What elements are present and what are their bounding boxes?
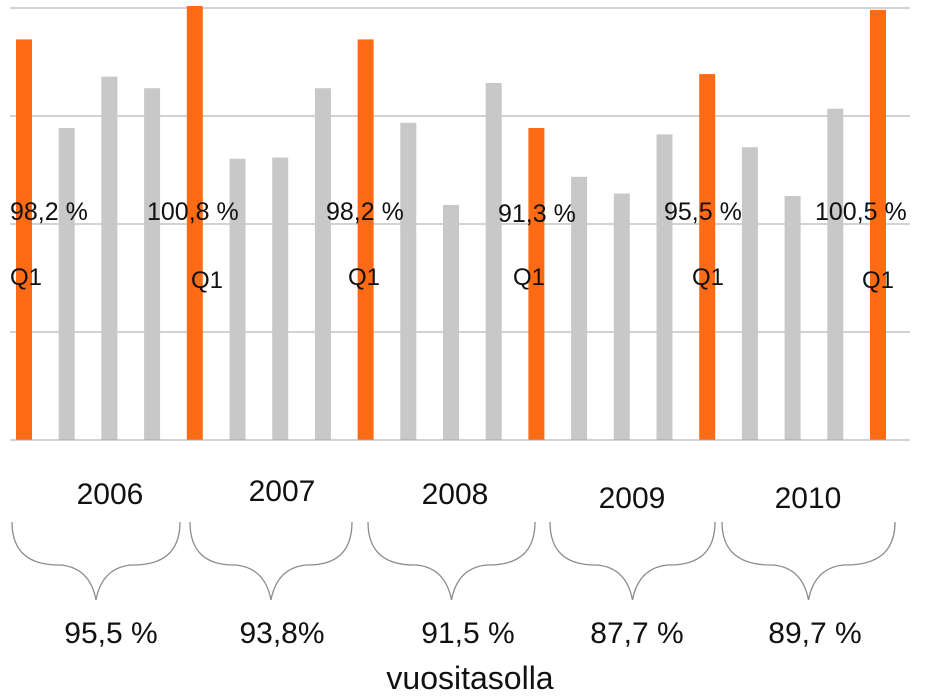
annual-value-2009: 87,7 % — [590, 617, 684, 650]
year-label-2006: 2006 — [76, 478, 144, 511]
q1-value-label-2008: 98,2 % — [326, 198, 404, 226]
year-label-2007: 2007 — [248, 475, 316, 508]
brace-2008 — [367, 521, 536, 601]
bar-2009-Q4 — [656, 134, 673, 440]
brace-2009 — [549, 521, 716, 601]
bar-2006-Q3 — [101, 76, 118, 440]
q1-label-2009: Q1 — [513, 264, 546, 291]
x-axis-label: vuositasolla — [386, 660, 554, 696]
bar-2006-Q1 — [16, 39, 32, 441]
q1-value-label-2006: 98,2 % — [10, 198, 88, 226]
brace-2006 — [11, 521, 181, 601]
q1-label-2011: Q1 — [862, 267, 895, 294]
year-label-2010: 2010 — [774, 482, 842, 515]
year-label-2008: 2008 — [421, 478, 489, 511]
brace-2010 — [721, 521, 896, 601]
bar-2007-Q2 — [229, 158, 246, 441]
annual-value-2010: 89,7 % — [768, 617, 862, 650]
bar-2008-Q3 — [443, 205, 459, 440]
bar-2009-Q1 — [528, 128, 545, 440]
brace-2007 — [189, 521, 353, 601]
bar-2006-Q2 — [58, 128, 75, 440]
q1-value-label-2007: 100,8 % — [147, 198, 239, 226]
bar-2010-Q4 — [827, 108, 844, 440]
bar-2009-Q3 — [613, 193, 630, 440]
bar-2008-Q1 — [357, 39, 374, 441]
annual-value-2007: 93,8% — [239, 617, 325, 650]
year-label-2009: 2009 — [598, 482, 666, 515]
bar-2008-Q2 — [400, 122, 417, 441]
bar-2007-Q1 — [186, 6, 203, 440]
q1-label-2010: Q1 — [692, 264, 725, 291]
annual-value-2006: 95,5 % — [64, 617, 158, 650]
bar-2010-Q3 — [784, 196, 801, 440]
q1-label-2006: Q1 — [10, 264, 43, 291]
q1-label-2008: Q1 — [348, 264, 381, 291]
bar-next-Q1 — [870, 9, 886, 441]
q1-value-label-2010: 95,5 % — [664, 198, 742, 226]
bar-2007-Q4 — [314, 88, 331, 440]
q1-value-label-2009: 91,3 % — [498, 200, 576, 228]
bar-2008-Q4 — [485, 83, 502, 440]
bar-2006-Q4 — [144, 88, 161, 440]
bar-2010-Q2 — [741, 147, 758, 440]
bar-2010-Q1 — [699, 74, 716, 440]
q1-value-label-2011: 100,5 % — [815, 198, 907, 226]
bar-2007-Q3 — [272, 157, 289, 440]
bar-2009-Q2 — [571, 176, 588, 441]
q1-label-2007: Q1 — [191, 267, 224, 294]
annual-value-2008: 91,5 % — [421, 617, 515, 650]
